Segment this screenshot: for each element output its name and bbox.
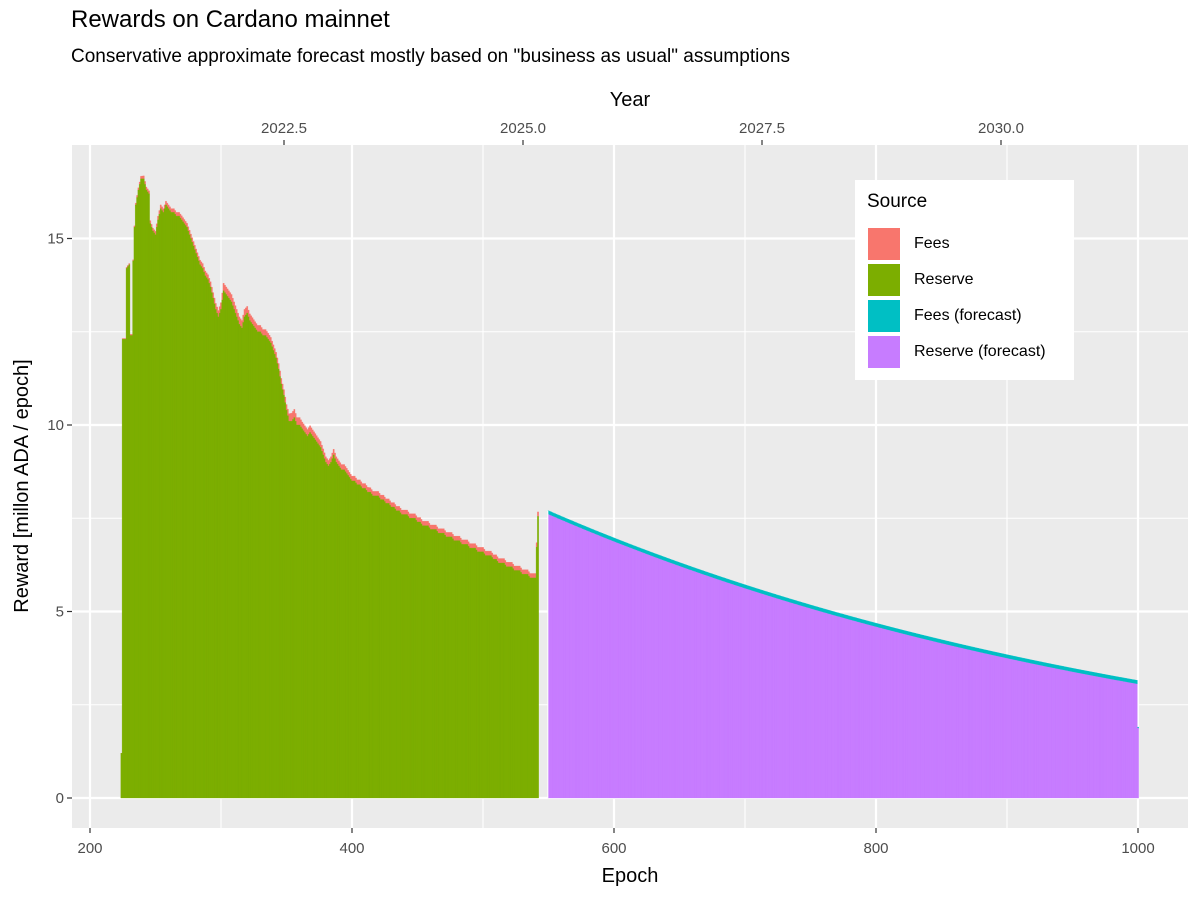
legend-item-fees: Fees bbox=[867, 227, 1067, 261]
x-tick-label: 800 bbox=[863, 840, 888, 857]
year-tick-label: 2027.5 bbox=[739, 120, 785, 137]
chart-subtitle: Conservative approximate forecast mostly… bbox=[71, 46, 790, 67]
chart-title: Rewards on Cardano mainnet bbox=[71, 6, 390, 33]
y-tick-label: 0 bbox=[56, 790, 64, 807]
year-tick-label: 2025.0 bbox=[500, 120, 546, 137]
axes: 0 5 10 15 200 400 600 800 1000 2022.5 2025.0 2027.5… bbox=[11, 89, 1155, 887]
x-tick-label: 1000 bbox=[1121, 840, 1154, 857]
y-tick-label: 15 bbox=[47, 231, 64, 248]
legend-item-reserve: Reserve bbox=[867, 263, 1067, 297]
x-tick-label: 600 bbox=[601, 840, 626, 857]
legend-label-fees-forecast: Fees (forecast) bbox=[914, 307, 1022, 324]
year-tick-label: 2030.0 bbox=[978, 120, 1024, 137]
legend-title: Source bbox=[867, 191, 928, 212]
year-tick-label: 2022.5 bbox=[261, 120, 307, 137]
legend-label-fees: Fees bbox=[914, 235, 950, 252]
x-tick-label: 200 bbox=[77, 840, 102, 857]
legend-swatch-reserve bbox=[868, 264, 900, 296]
secondary-x-axis-title: Year bbox=[610, 89, 651, 111]
legend-swatch-fees bbox=[868, 228, 900, 260]
legend-item-fees-forecast: Fees (forecast) bbox=[867, 299, 1067, 333]
legend: Source Fees Reserve Fees (forecast) Rese… bbox=[855, 180, 1074, 380]
legend-swatch-fees-forecast bbox=[868, 300, 900, 332]
legend-item-reserve-forecast: Reserve (forecast) bbox=[867, 335, 1067, 369]
legend-swatch-reserve-forecast bbox=[868, 336, 900, 368]
legend-label-reserve: Reserve bbox=[914, 271, 974, 288]
stacked-bars bbox=[120, 175, 1139, 799]
x-tick-label: 400 bbox=[339, 840, 364, 857]
y-tick-label: 10 bbox=[47, 417, 64, 434]
y-tick-label: 5 bbox=[56, 604, 64, 621]
y-axis-title: Reward [millon ADA / epoch] bbox=[11, 359, 33, 612]
legend-label-reserve-forecast: Reserve (forecast) bbox=[914, 343, 1046, 360]
x-axis-title: Epoch bbox=[602, 865, 659, 887]
